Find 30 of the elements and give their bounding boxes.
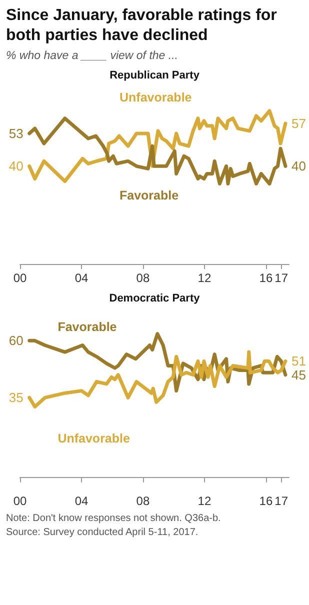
data-label: 45 xyxy=(291,367,306,382)
x-tick-label: 08 xyxy=(136,271,150,285)
data-label: 53 xyxy=(8,126,24,141)
series-label: Unfavorable xyxy=(120,90,192,104)
data-label: 40 xyxy=(291,158,306,174)
chart-title: Since January, favorable ratings for both parties have declined xyxy=(6,6,278,46)
x-tick-label: 17 xyxy=(274,271,288,285)
series-label: Favorable xyxy=(58,320,117,334)
chart-subtitle: % who have a ____ view of the ... xyxy=(6,50,179,62)
data-label: 40 xyxy=(8,158,24,174)
data-label: 60 xyxy=(8,333,24,348)
text: Republican Party xyxy=(110,70,200,82)
source-note: Source: Survey conducted April 5-11, 2017. xyxy=(6,526,200,540)
series-label: Favorable xyxy=(120,188,179,203)
x-tick-label: 16 xyxy=(259,271,273,285)
chart-title: Democratic Party xyxy=(109,292,201,304)
x-tick-label: 00 xyxy=(13,271,27,285)
text: Note: Don't know responses not shown. Q36a-b. xyxy=(6,512,222,526)
x-tick-label: 04 xyxy=(74,271,88,285)
data-label: 35 xyxy=(8,390,24,406)
x-tick-label: 00 xyxy=(13,494,27,508)
x-tick-label: 12 xyxy=(198,494,212,508)
x-tick-label: 08 xyxy=(136,494,150,508)
x-tick-label: 12 xyxy=(198,271,212,285)
x-tick-label: 17 xyxy=(274,494,288,508)
x-tick-label: 04 xyxy=(74,494,88,508)
x-tick-label: 16 xyxy=(259,494,273,508)
data-label: 51 xyxy=(291,354,306,369)
data-label: 57 xyxy=(291,116,306,131)
text: Unfavorable xyxy=(58,432,130,446)
